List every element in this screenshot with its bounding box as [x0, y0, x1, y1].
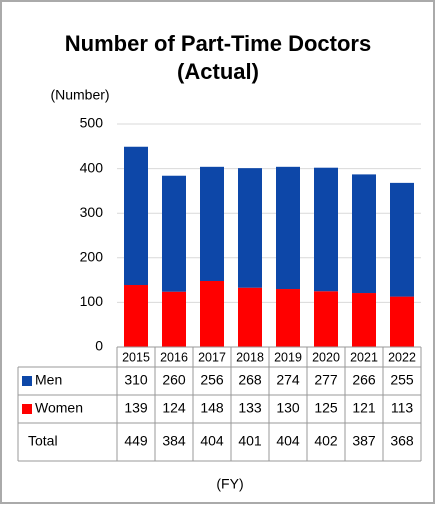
bar-segment [124, 285, 148, 347]
x-tick-label: 2016 [160, 350, 188, 364]
table-cell: 130 [276, 400, 300, 416]
table-cell: 266 [352, 372, 376, 388]
table-cell: 255 [390, 372, 414, 388]
bar-segment [314, 291, 338, 347]
table-cell: 125 [314, 400, 338, 416]
chart-subtitle: (Actual) [177, 59, 259, 84]
x-tick-label: 2018 [236, 350, 264, 364]
table-cell: 139 [124, 400, 148, 416]
table-cell: 404 [200, 433, 224, 449]
legend-swatch [22, 376, 32, 386]
row-label: Total [28, 433, 58, 449]
bar-segment [390, 182, 414, 297]
table-cell: 133 [238, 400, 262, 416]
table-cell: 387 [352, 433, 376, 449]
bar-segment [238, 287, 262, 347]
table-cell: 277 [314, 372, 338, 388]
y-tick-label: 0 [95, 338, 103, 354]
table-cell: 148 [200, 400, 224, 416]
table-cell: 449 [124, 433, 148, 449]
chart-title: Number of Part-Time Doctors [65, 31, 371, 56]
legend-label: Men [35, 372, 62, 388]
bar-segment [390, 296, 414, 347]
bar-segment [162, 175, 186, 292]
bar-segment [314, 167, 338, 292]
table-cell: 384 [162, 433, 186, 449]
bar-segment [276, 289, 300, 347]
table-cell: 404 [276, 433, 300, 449]
bar-segment [200, 280, 224, 347]
x-tick-label: 2021 [350, 350, 378, 364]
bar-segment [200, 166, 224, 281]
x-tick-label: 2019 [274, 350, 302, 364]
table-cell: 368 [390, 433, 414, 449]
table-cell: 260 [162, 372, 186, 388]
table-cell: 274 [276, 372, 300, 388]
table-cell: 256 [200, 372, 224, 388]
bar-segment [276, 166, 300, 290]
table-cell: 402 [314, 433, 338, 449]
table-cell: 113 [391, 400, 414, 416]
y-tick-label: 400 [80, 159, 104, 175]
table-cell: 121 [352, 400, 376, 416]
x-tick-label: 2022 [388, 350, 416, 364]
table-cell: 401 [238, 433, 262, 449]
table-cell: 310 [124, 372, 148, 388]
bar-segment [352, 174, 376, 294]
x-tick-label: 2017 [198, 350, 226, 364]
y-tick-label: 200 [80, 249, 104, 265]
legend-label: Women [35, 400, 83, 416]
bar-segment [238, 168, 262, 288]
bar-segment [162, 291, 186, 347]
bar-segment [352, 293, 376, 347]
table-cell: 124 [162, 400, 186, 416]
legend-swatch [22, 404, 32, 414]
y-tick-label: 500 [80, 115, 104, 131]
y-tick-label: 300 [80, 204, 104, 220]
x-tick-label: 2020 [312, 350, 340, 364]
y-tick-label: 100 [80, 293, 104, 309]
bar-segment [124, 146, 148, 286]
table-cell: 268 [238, 372, 262, 388]
x-axis-label: (FY) [216, 476, 243, 492]
x-tick-label: 2015 [122, 350, 150, 364]
y-axis-label: (Number) [50, 87, 109, 103]
